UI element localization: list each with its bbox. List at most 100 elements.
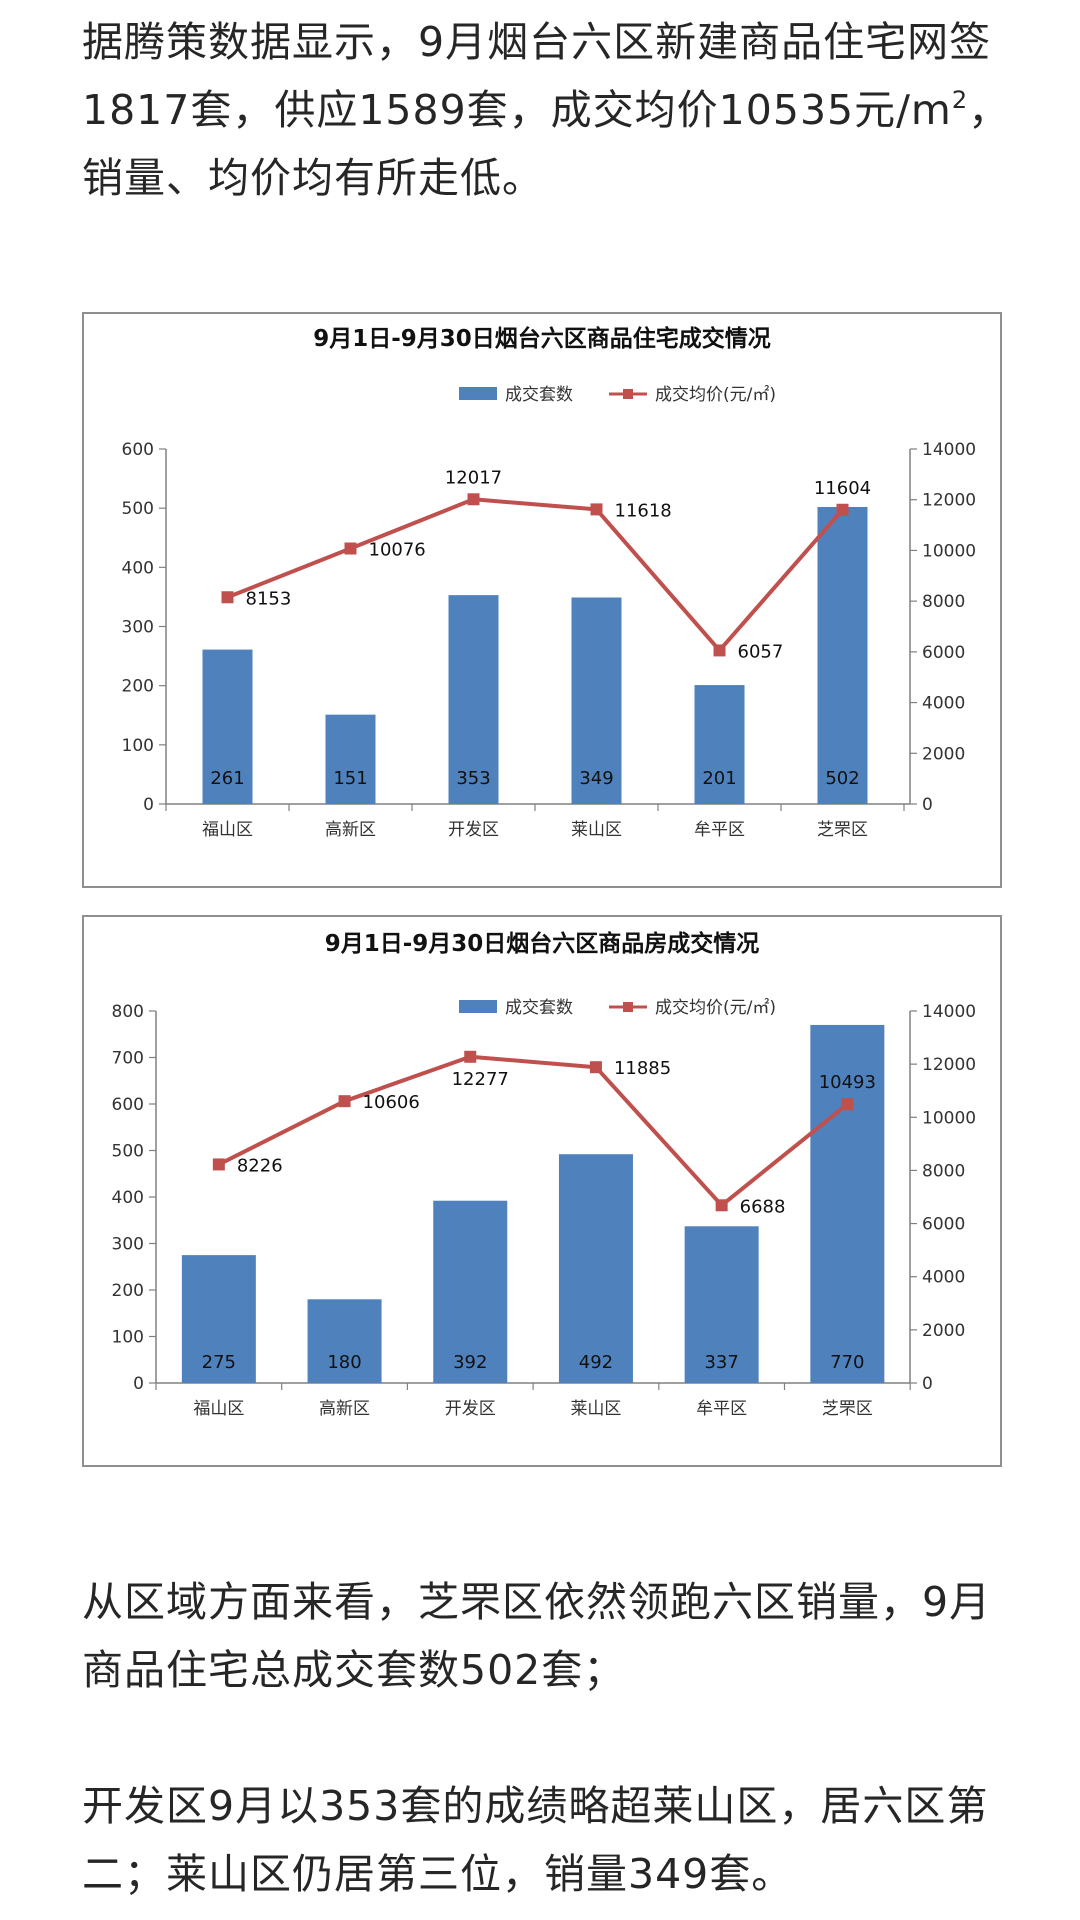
- bar: [558, 1154, 633, 1383]
- bar-value-label: 261: [210, 768, 244, 789]
- price-line: [226, 497, 845, 653]
- y-right-tick-label: 4000: [922, 694, 965, 714]
- y-left-tick-label: 800: [112, 1002, 144, 1022]
- y-right-tick-label: 2000: [922, 1321, 965, 1341]
- price-marker: [589, 1061, 602, 1074]
- price-marker: [836, 503, 849, 516]
- y-right-tick-label: 14000: [922, 440, 976, 460]
- category-label: 莱山区: [570, 1399, 621, 1419]
- y-right-tick-label: 14000: [922, 1002, 976, 1022]
- bar: [448, 595, 499, 804]
- bar-value-label: 770: [830, 1352, 864, 1373]
- legend-bar-label: 成交套数: [505, 998, 573, 1018]
- bar: [571, 597, 622, 804]
- y-right-tick-label: 4000: [922, 1268, 965, 1288]
- price-marker: [841, 1098, 854, 1111]
- y-right-tick-label: 12000: [922, 491, 976, 511]
- intro-text-tail: ，销量、均价均有所走低。: [82, 86, 1011, 202]
- y-right-tick-label: 0: [922, 795, 933, 815]
- y-right-tick-label: 10000: [922, 541, 976, 561]
- category-label: 牟平区: [696, 1399, 747, 1419]
- price-value-label: 11885: [614, 1058, 671, 1079]
- price-value-label: 6688: [740, 1196, 786, 1217]
- y-left-tick-label: 500: [112, 1142, 144, 1162]
- price-value-label: 10606: [363, 1092, 420, 1113]
- price-value-label: 12277: [452, 1069, 509, 1090]
- bar: [810, 1024, 885, 1383]
- bar: [694, 685, 745, 804]
- legend-line-label: 成交均价(元/㎡): [655, 998, 776, 1018]
- intro-text: 据腾策数据显示，9月烟台六区新建商品住宅网签1817套，供应1589套，成交均价…: [82, 18, 992, 134]
- price-value-label: 6057: [738, 641, 784, 662]
- price-marker: [221, 591, 234, 604]
- y-left-tick-label: 400: [112, 1188, 144, 1208]
- bar: [307, 1299, 382, 1383]
- category-label: 福山区: [193, 1399, 244, 1419]
- price-value-label: 8153: [246, 588, 292, 609]
- y-left-tick-label: 500: [122, 499, 154, 519]
- bar-value-label: 492: [579, 1352, 613, 1373]
- bar: [325, 714, 376, 804]
- legend-bar-swatch: [459, 387, 497, 400]
- bar: [181, 1255, 256, 1383]
- category-label: 牟平区: [694, 820, 745, 840]
- y-left-tick-label: 700: [112, 1049, 144, 1069]
- y-right-tick-label: 0: [922, 1374, 933, 1394]
- y-left-tick-label: 100: [122, 736, 154, 756]
- price-value-label: 10076: [369, 540, 426, 561]
- price-value-label: 8226: [237, 1155, 283, 1176]
- y-right-tick-label: 2000: [922, 744, 965, 764]
- category-label: 高新区: [325, 820, 376, 840]
- category-label: 开发区: [448, 820, 499, 840]
- bar-value-label: 337: [704, 1352, 738, 1373]
- legend-line-marker: [623, 389, 633, 399]
- bar: [684, 1226, 759, 1383]
- y-left-tick-label: 400: [122, 558, 154, 578]
- bar-value-label: 201: [702, 768, 736, 789]
- y-left-tick-label: 100: [112, 1328, 144, 1348]
- chart-title: 9月1日-9月30日烟台六区商品房成交情况: [325, 930, 760, 957]
- y-right-tick-label: 6000: [922, 1215, 965, 1235]
- price-marker: [590, 503, 603, 516]
- price-marker: [212, 1158, 225, 1171]
- bar: [817, 506, 868, 804]
- bar-value-label: 151: [333, 768, 367, 789]
- bar: [202, 649, 253, 804]
- unit-superscript: 2: [951, 86, 969, 114]
- bar-value-label: 353: [456, 768, 490, 789]
- price-marker: [344, 542, 357, 555]
- y-left-tick-label: 600: [122, 440, 154, 460]
- legend-line-label: 成交均价(元/㎡): [655, 385, 776, 405]
- bar-value-label: 275: [202, 1352, 236, 1373]
- y-left-tick-label: 0: [143, 795, 154, 815]
- y-left-tick-label: 600: [112, 1095, 144, 1115]
- residential-sales-chart: 9月1日-9月30日烟台六区商品住宅成交情况成交套数 成交均价(元/㎡) 0 100 2…: [82, 312, 1002, 888]
- y-right-tick-label: 12000: [922, 1055, 976, 1075]
- price-value-label: 10493: [819, 1072, 876, 1093]
- price-marker: [338, 1095, 351, 1108]
- commercial-housing-sales-chart: 9月1日-9月30日烟台六区商品房成交情况成交套数 成交均价(元/㎡) 0 100 20…: [82, 915, 1002, 1467]
- y-left-tick-label: 200: [122, 677, 154, 697]
- legend-bar-label: 成交套数: [505, 385, 573, 405]
- bar-value-label: 349: [579, 768, 613, 789]
- price-line: [217, 1054, 849, 1208]
- price-value-label: 11604: [814, 478, 871, 499]
- category-label: 芝罘区: [817, 820, 868, 840]
- y-right-tick-label: 10000: [922, 1108, 976, 1128]
- chart-title: 9月1日-9月30日烟台六区商品住宅成交情况: [313, 325, 771, 352]
- category-label: 开发区: [445, 1399, 496, 1419]
- price-marker: [715, 1199, 728, 1212]
- category-label: 高新区: [319, 1399, 370, 1419]
- category-label: 芝罘区: [822, 1399, 873, 1419]
- y-left-tick-label: 300: [112, 1235, 144, 1255]
- price-marker: [464, 1050, 477, 1063]
- district-paragraph: 从区域方面来看，芝罘区依然领跑六区销量，9月商品住宅总成交套数502套；: [82, 1578, 992, 1694]
- price-marker: [467, 493, 480, 506]
- bar: [433, 1200, 508, 1383]
- price-marker: [713, 644, 726, 657]
- intro-paragraph: 据腾策数据显示，9月烟台六区新建商品住宅网签1817套，供应1589套，成交均价…: [82, 8, 1012, 212]
- bar-value-label: 180: [327, 1352, 361, 1373]
- y-left-tick-label: 300: [122, 618, 154, 638]
